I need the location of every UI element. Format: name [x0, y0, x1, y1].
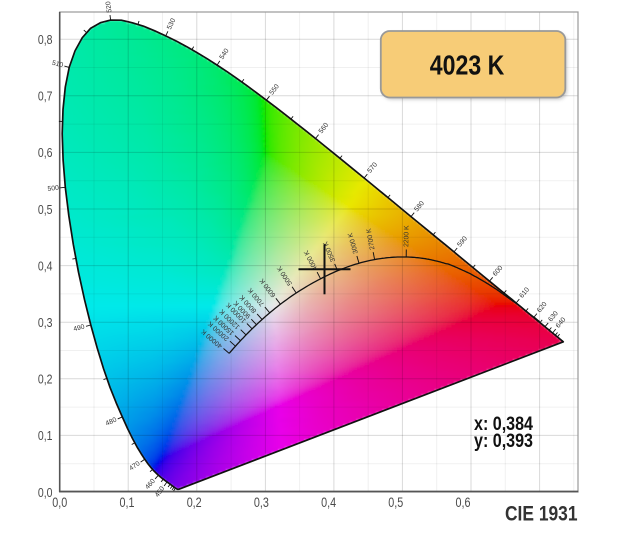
svg-text:0,3: 0,3 [38, 315, 53, 330]
svg-text:0,2: 0,2 [187, 495, 202, 510]
svg-text:0,5: 0,5 [388, 495, 403, 510]
svg-text:0,1: 0,1 [120, 495, 135, 510]
svg-text:0,6: 0,6 [38, 145, 53, 160]
svg-text:2200 K: 2200 K [403, 225, 410, 247]
svg-text:0,7: 0,7 [38, 89, 53, 104]
svg-text:520: 520 [105, 1, 113, 13]
svg-text:480: 480 [105, 416, 118, 427]
svg-text:0,4: 0,4 [321, 495, 336, 510]
svg-text:x: 0,384: x: 0,384 [474, 414, 533, 435]
svg-text:500: 500 [47, 185, 59, 193]
svg-text:0,1: 0,1 [38, 428, 53, 443]
svg-text:0,3: 0,3 [254, 495, 269, 510]
svg-text:2700 K: 2700 K [366, 227, 377, 250]
svg-text:0,5: 0,5 [38, 202, 53, 217]
svg-text:4023 K: 4023 K [430, 50, 505, 81]
svg-text:510: 510 [51, 60, 64, 70]
svg-text:0,2: 0,2 [38, 372, 53, 387]
svg-text:0,6: 0,6 [456, 495, 471, 510]
svg-text:0,8: 0,8 [38, 32, 53, 47]
svg-text:490: 490 [73, 324, 86, 334]
svg-text:0,0: 0,0 [38, 485, 53, 500]
svg-text:0,0: 0,0 [52, 495, 67, 510]
svg-text:0,4: 0,4 [38, 258, 53, 273]
svg-text:CIE 1931: CIE 1931 [505, 503, 578, 526]
svg-text:530: 530 [166, 17, 177, 30]
svg-text:y: 0,393: y: 0,393 [474, 431, 533, 452]
